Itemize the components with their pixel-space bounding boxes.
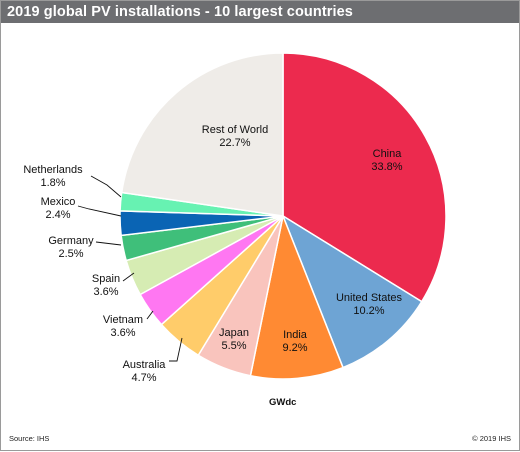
slice-value-rest-of-world: 22.7% — [219, 137, 250, 149]
leader-line-spain — [122, 272, 135, 282]
unit-label: GWdc — [269, 397, 297, 408]
leader-line-germany — [95, 241, 122, 246]
chart-title: 2019 global PV installations - 10 larges… — [1, 1, 519, 23]
pie-slice-rest-of-world — [120, 52, 284, 217]
slice-label-japan: Japan — [219, 327, 249, 339]
slice-value-united-states: 10.2% — [353, 305, 384, 317]
slice-value-india: 9.2% — [282, 342, 307, 354]
slice-value-japan: 5.5% — [221, 340, 246, 352]
slice-value-netherlands: 1.8% — [40, 177, 65, 189]
slice-label-united-states: United States — [336, 292, 403, 304]
slice-value-germany: 2.5% — [58, 248, 83, 260]
slice-label-china: China — [373, 148, 403, 160]
leader-line-australia — [169, 337, 183, 362]
slice-label-rest-of-world: Rest of World — [202, 124, 268, 136]
copyright-note: © 2019 IHS — [472, 434, 511, 443]
slice-value-australia: 4.7% — [131, 372, 156, 384]
leader-line-mexico — [77, 205, 122, 217]
slice-label-vietnam: Vietnam — [103, 314, 143, 326]
leader-line-vietnam — [146, 310, 154, 320]
pie-slice-united-states — [281, 214, 423, 369]
pie-slice-china — [282, 52, 447, 303]
slice-value-vietnam: 3.6% — [110, 327, 135, 339]
slice-value-spain: 3.6% — [93, 286, 118, 298]
slice-value-china: 33.8% — [371, 161, 402, 173]
leader-line-netherlands — [90, 175, 122, 198]
slice-label-netherlands: Netherlands — [23, 164, 83, 176]
slice-label-australia: Australia — [123, 359, 167, 371]
pie-slice-india — [249, 213, 344, 380]
slice-label-spain: Spain — [92, 273, 120, 285]
source-note: Source: IHS — [9, 434, 50, 443]
slice-label-india: India — [283, 329, 308, 341]
slice-label-germany: Germany — [48, 235, 94, 247]
slice-value-mexico: 2.4% — [45, 209, 70, 221]
slice-label-mexico: Mexico — [41, 196, 76, 208]
